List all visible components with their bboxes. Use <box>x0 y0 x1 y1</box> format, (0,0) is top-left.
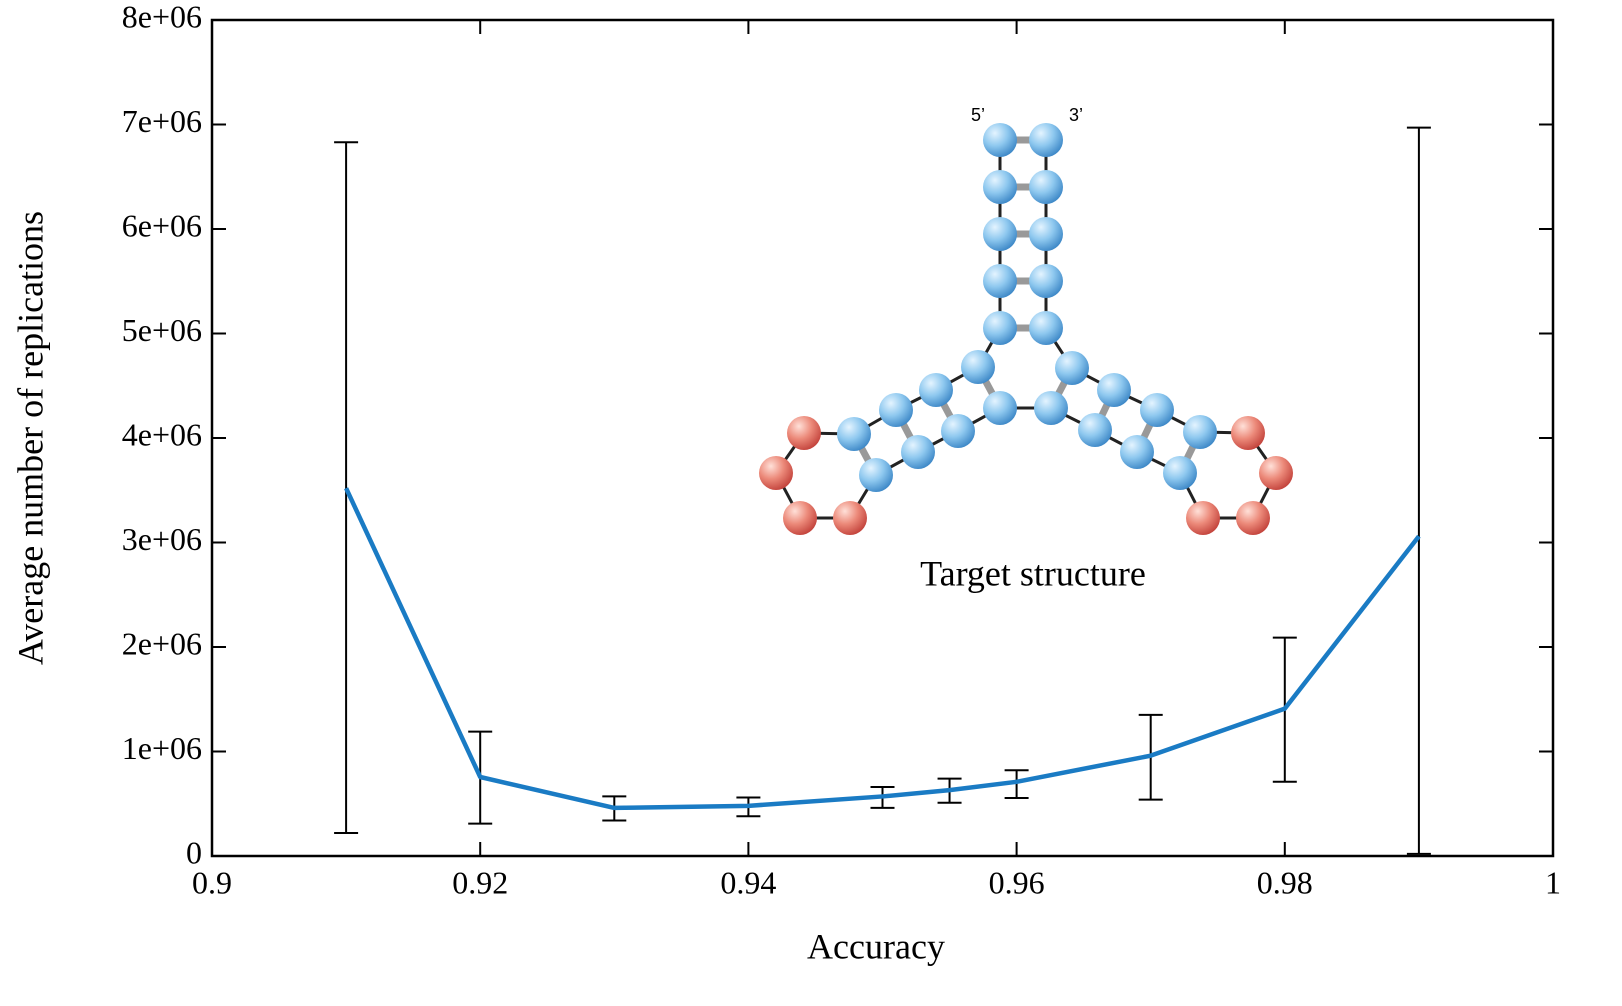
nucleotide <box>787 416 821 450</box>
nucleotide <box>983 264 1017 298</box>
y-tick-label: 2e+06 <box>122 625 202 661</box>
nucleotide <box>1078 413 1112 447</box>
y-tick-label: 5e+06 <box>122 312 202 348</box>
nucleotide <box>833 501 867 535</box>
nucleotide <box>1186 501 1220 535</box>
nucleotide <box>1183 415 1217 449</box>
nucleotide <box>983 217 1017 251</box>
x-axis-title: Accuracy <box>807 926 945 966</box>
nucleotide <box>1029 123 1063 157</box>
nucleotide <box>1055 351 1089 385</box>
nucleotide <box>1140 393 1174 427</box>
y-tick-label: 3e+06 <box>122 521 202 557</box>
nucleotide <box>1034 391 1068 425</box>
y-tick-label: 7e+06 <box>122 103 202 139</box>
nucleotide <box>1236 501 1270 535</box>
nucleotide <box>1259 456 1293 490</box>
nucleotide <box>837 417 871 451</box>
nucleotide <box>901 435 935 469</box>
page: {"chart_data": {"type": "line", "x": [0.… <box>0 0 1622 1006</box>
nucleotide <box>1029 217 1063 251</box>
y-tick-label: 4e+06 <box>122 416 202 452</box>
x-tick-label: 0.92 <box>452 864 508 900</box>
nucleotide <box>1029 264 1063 298</box>
nucleotide <box>1029 311 1063 345</box>
plot-frame <box>212 20 1553 856</box>
y-axis-title: Average number of replications <box>10 211 50 665</box>
nucleotide <box>879 393 913 427</box>
inset-caption: Target structure <box>920 553 1146 593</box>
y-tick-label: 6e+06 <box>122 207 202 243</box>
nucleotide <box>759 456 793 490</box>
data-line <box>346 488 1419 808</box>
chart: Accuracy Average number of replications … <box>0 0 1622 1006</box>
five-prime-label: 5’ <box>971 105 985 125</box>
x-tick-label: 0.96 <box>989 864 1045 900</box>
nucleotide <box>1120 435 1154 469</box>
y-tick-label: 0 <box>186 834 202 870</box>
nucleotide <box>919 373 953 407</box>
x-tick-label: 0.94 <box>720 864 776 900</box>
three-prime-label: 3’ <box>1069 105 1083 125</box>
nucleotide <box>983 170 1017 204</box>
nucleotide <box>983 391 1017 425</box>
x-tick-label: 1 <box>1545 864 1561 900</box>
nucleotide <box>1163 456 1197 490</box>
nucleotide <box>961 350 995 384</box>
nucleotide <box>859 458 893 492</box>
nucleotide <box>783 501 817 535</box>
inset-structure <box>759 123 1293 535</box>
nucleotide <box>983 311 1017 345</box>
nucleotide <box>1231 416 1265 450</box>
y-tick-label: 8e+06 <box>122 0 202 34</box>
nucleotide <box>1097 373 1131 407</box>
nucleotide <box>983 123 1017 157</box>
x-tick-label: 0.98 <box>1257 864 1313 900</box>
nucleotide <box>1029 170 1063 204</box>
nucleotide <box>941 414 975 448</box>
y-tick-label: 1e+06 <box>122 730 202 766</box>
